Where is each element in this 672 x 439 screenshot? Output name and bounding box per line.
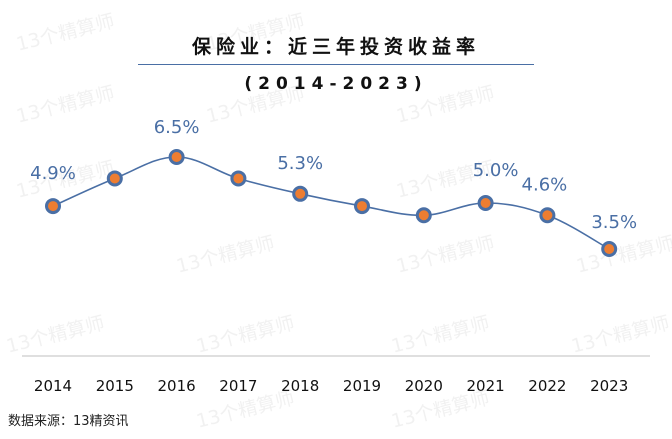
title-underline — [138, 64, 534, 65]
chart-title: 保险业：近三年投资收益率 — [191, 36, 480, 58]
x-tick-label-2023: 2023 — [590, 377, 628, 395]
x-tick-label-2016: 2016 — [158, 377, 196, 395]
data-point-2021 — [477, 195, 494, 211]
data-point-2022 — [539, 207, 556, 224]
x-tick-label-2014: 2014 — [34, 377, 72, 395]
data-point-2019 — [354, 198, 370, 215]
data-label-2018: 5.3% — [277, 153, 323, 174]
data-label-2016: 6.5% — [154, 117, 200, 138]
data-label-2014: 4.9% — [30, 163, 76, 184]
data-point-2017 — [230, 170, 247, 187]
data-source-note: 数据来源：13精资讯 — [8, 414, 129, 429]
data-label-2021: 5.0% — [473, 160, 519, 181]
x-tick-label-2015: 2015 — [96, 377, 134, 395]
data-label-2023: 3.5% — [591, 212, 637, 233]
data-point-2018 — [292, 185, 309, 202]
x-tick-label-2018: 2018 — [281, 377, 319, 395]
x-tick-label-2022: 2022 — [528, 377, 566, 395]
data-point-2023 — [601, 241, 618, 257]
x-tick-label-2019: 2019 — [343, 377, 381, 395]
data-label-2022: 4.6% — [522, 174, 568, 195]
data-point-2015 — [106, 170, 123, 187]
x-tick-label-2020: 2020 — [405, 377, 443, 395]
data-point-2014 — [45, 198, 61, 215]
x-tick-label-2021: 2021 — [467, 377, 505, 395]
data-point-2020 — [415, 207, 432, 224]
chart-subtitle: (2014-2023) — [244, 74, 428, 94]
data-point-2016 — [168, 149, 185, 165]
x-tick-label-2017: 2017 — [219, 377, 257, 395]
series-line — [52, 156, 610, 250]
